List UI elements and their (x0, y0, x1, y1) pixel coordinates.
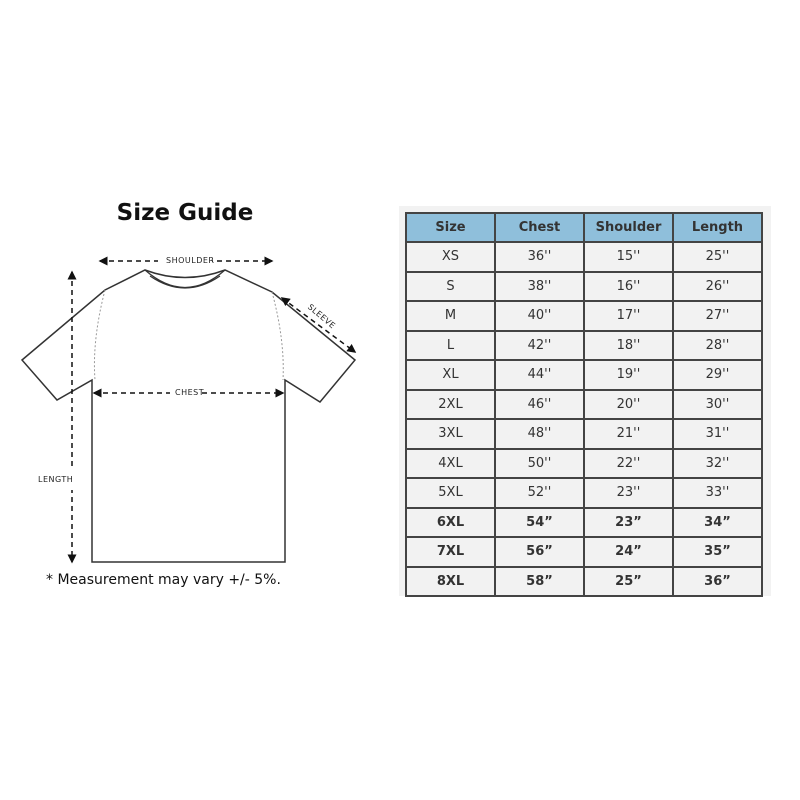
cell-shoulder: 17'' (583, 300, 674, 332)
cell-shoulder: 22'' (583, 447, 674, 479)
cell-shoulder: 16'' (583, 270, 674, 302)
cell-chest: 52'' (494, 477, 585, 509)
cell-size: 6XL (405, 506, 496, 538)
table-row: 6XL 54” 23” 34” (405, 506, 763, 538)
cell-length: 33'' (672, 477, 763, 509)
table-row: XS 36'' 15'' 25'' (405, 241, 763, 273)
cell-length: 34” (672, 506, 763, 538)
tshirt-diagram (20, 255, 357, 564)
cell-length: 26'' (672, 270, 763, 302)
cell-length: 32'' (672, 447, 763, 479)
cell-chest: 54” (494, 506, 585, 538)
cell-chest: 58” (494, 565, 585, 597)
shoulder-label: SHOULDER (166, 256, 215, 265)
cell-chest: 40'' (494, 300, 585, 332)
table-row: M 40'' 17'' 27'' (405, 300, 763, 332)
cell-chest: 36'' (494, 241, 585, 273)
header-chest: Chest (494, 212, 585, 243)
cell-shoulder: 15'' (583, 241, 674, 273)
cell-shoulder: 20'' (583, 388, 674, 420)
cell-size: 2XL (405, 388, 496, 420)
cell-shoulder: 18'' (583, 329, 674, 361)
cell-shoulder: 19'' (583, 359, 674, 391)
table-row: 8XL 58” 25” 36” (405, 565, 763, 597)
cell-chest: 38'' (494, 270, 585, 302)
cell-chest: 42'' (494, 329, 585, 361)
cell-size: 4XL (405, 447, 496, 479)
cell-chest: 56” (494, 536, 585, 568)
cell-size: 3XL (405, 418, 496, 450)
table-row: 3XL 48'' 21'' 31'' (405, 418, 763, 450)
table-row: 5XL 52'' 23'' 33'' (405, 477, 763, 509)
cell-length: 29'' (672, 359, 763, 391)
cell-chest: 50'' (494, 447, 585, 479)
table-row: XL 44'' 19'' 29'' (405, 359, 763, 391)
cell-shoulder: 21'' (583, 418, 674, 450)
cell-size: M (405, 300, 496, 332)
cell-size: 5XL (405, 477, 496, 509)
cell-size: L (405, 329, 496, 361)
cell-shoulder: 23'' (583, 477, 674, 509)
cell-shoulder: 24” (583, 536, 674, 568)
sleeve-arrow (280, 297, 357, 353)
cell-length: 27'' (672, 300, 763, 332)
table-row: 4XL 50'' 22'' 32'' (405, 447, 763, 479)
cell-length: 30'' (672, 388, 763, 420)
table-header-row: Size Chest Shoulder Length (405, 212, 763, 243)
table-row: 7XL 56” 24” 35” (405, 536, 763, 568)
collar (144, 269, 226, 289)
cell-size: 8XL (405, 565, 496, 597)
cell-length: 36” (672, 565, 763, 597)
length-label: LENGTH (38, 475, 74, 484)
table-row: 2XL 46'' 20'' 30'' (405, 388, 763, 420)
cell-chest: 48'' (494, 418, 585, 450)
cell-length: 25'' (672, 241, 763, 273)
table-row: L 42'' 18'' 28'' (405, 329, 763, 361)
cell-size: S (405, 270, 496, 302)
cell-shoulder: 23” (583, 506, 674, 538)
cell-length: 31'' (672, 418, 763, 450)
cell-chest: 44'' (494, 359, 585, 391)
measurement-note: * Measurement may vary +/- 5%. (46, 572, 281, 588)
chest-label: CHEST (175, 388, 205, 397)
cell-chest: 46'' (494, 388, 585, 420)
cell-length: 28'' (672, 329, 763, 361)
header-length: Length (672, 212, 763, 243)
cell-size: XL (405, 359, 496, 391)
page-title: Size Guide (116, 200, 254, 226)
cell-size: 7XL (405, 536, 496, 568)
cell-shoulder: 25” (583, 565, 674, 597)
table-row: S 38'' 16'' 26'' (405, 270, 763, 302)
size-table: Size Chest Shoulder Length XS 36'' 15'' 25'… (405, 212, 763, 597)
cell-size: XS (405, 241, 496, 273)
header-shoulder: Shoulder (583, 212, 674, 243)
header-size: Size (405, 212, 496, 243)
cell-length: 35” (672, 536, 763, 568)
